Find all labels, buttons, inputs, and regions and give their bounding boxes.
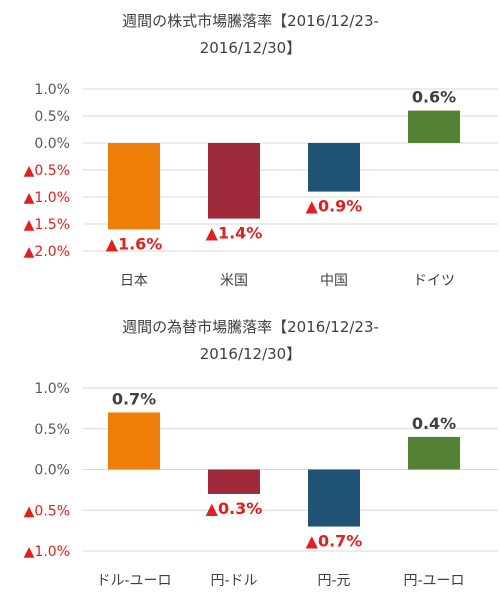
y-tick-label: ▲1.0%	[24, 544, 70, 560]
data-label: ▲1.6%	[106, 234, 163, 253]
x-tick-label: 円-ユーロ	[403, 573, 464, 589]
data-label: 0.4%	[412, 414, 456, 433]
y-tick-label: ▲1.0%	[24, 190, 70, 206]
x-tick-label: 米国	[220, 273, 248, 289]
chart-title-line1: 週間の株式市場騰落率【2016/12/23-	[122, 12, 379, 30]
bar-2	[208, 143, 260, 219]
chart-plot: 1.0% 0.5% 0.0% ▲0.5% ▲1.0% 0.7% ドル-ユーロ ▲0.3% 円-ド…	[24, 381, 498, 589]
y-tick-label: 1.0%	[34, 82, 70, 98]
bar-1	[108, 143, 160, 230]
y-tick-label: ▲2.0%	[24, 244, 70, 260]
y-tick-label: 1.0%	[34, 381, 70, 397]
y-tick-label: 0.0%	[34, 136, 70, 152]
y-tick-label: 0.0%	[34, 463, 70, 479]
x-tick-label: 円-元	[317, 573, 350, 589]
x-tick-label: 日本	[120, 273, 148, 289]
chart-title-line2: 2016/12/30】	[199, 39, 302, 57]
stock-market-chart: 週間の株式市場騰落率【2016/12/23- 2016/12/30】 1.0% 0…	[0, 8, 501, 289]
bar-3	[308, 143, 360, 192]
x-tick-label: ドイツ	[413, 273, 455, 289]
data-label: 0.7%	[112, 389, 156, 408]
y-tick-label: ▲1.5%	[24, 217, 70, 233]
data-label: ▲0.7%	[306, 532, 363, 551]
x-tick-label: ドル-ユーロ	[96, 573, 171, 589]
y-tick-label: 0.5%	[34, 109, 70, 125]
fx-market-chart: 週間の為替市場騰落率【2016/12/23- 2016/12/30】 1.0% 0…	[0, 310, 501, 600]
bar-4	[408, 110, 460, 143]
y-tick-label: 0.5%	[34, 422, 70, 438]
bar-4	[408, 436, 460, 470]
chart-title-line1: 週間の為替市場騰落率【2016/12/23-	[122, 318, 379, 336]
chart-title-line2: 2016/12/30】	[199, 345, 302, 363]
data-label: ▲0.9%	[306, 197, 363, 216]
data-label: ▲1.4%	[206, 224, 263, 243]
bar-3	[308, 469, 360, 527]
data-label: 0.6%	[412, 88, 456, 107]
bar-2	[208, 469, 260, 494]
x-tick-label: 中国	[320, 273, 348, 289]
y-tick-label: ▲0.5%	[24, 163, 70, 179]
x-tick-label: 円-ドル	[210, 573, 257, 589]
chart-plot: 1.0% 0.5% 0.0% ▲0.5% ▲1.0% ▲1.5% ▲2.0% ▲1.6% 日本 ▲…	[24, 82, 498, 289]
y-tick-label: ▲0.5%	[24, 503, 70, 519]
chart-title: 週間の株式市場騰落率【2016/12/23- 2016/12/30】	[0, 8, 501, 62]
chart-title: 週間の為替市場騰落率【2016/12/23- 2016/12/30】	[0, 314, 501, 368]
data-label: ▲0.3%	[206, 499, 263, 518]
bar-1	[108, 412, 160, 470]
